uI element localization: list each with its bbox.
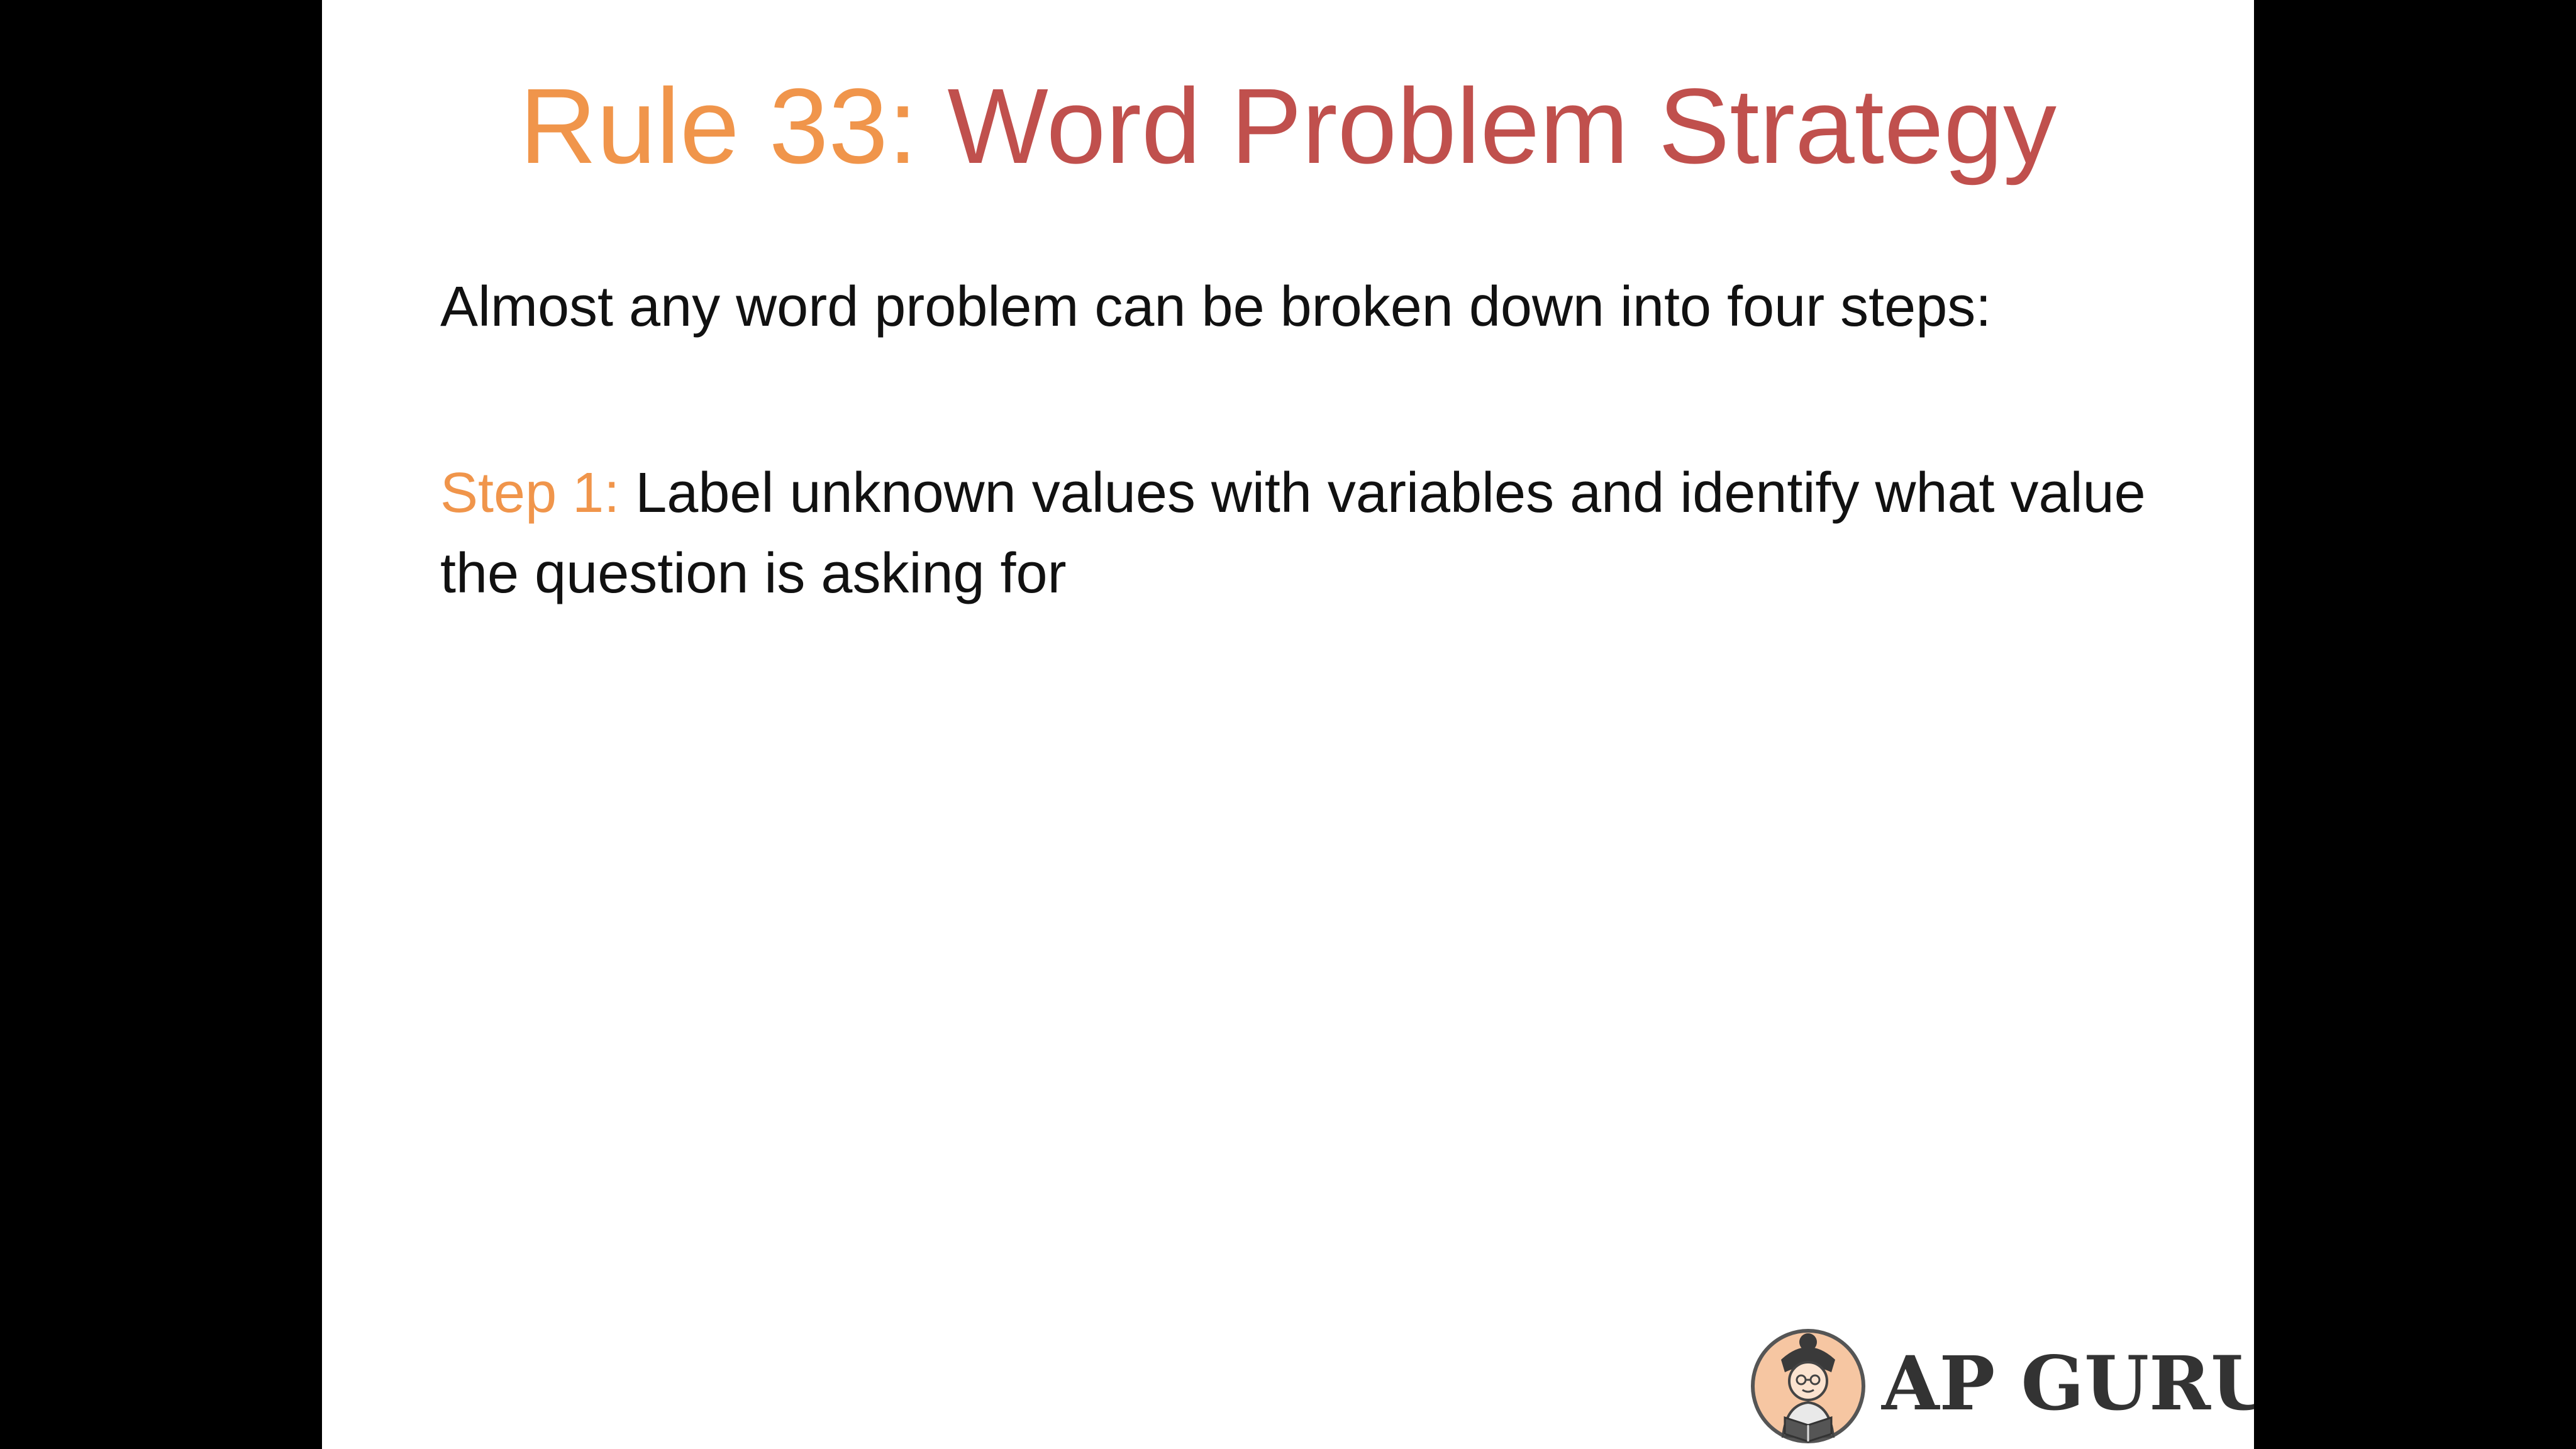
step-1-text: Label unknown values with variables and … bbox=[440, 462, 2146, 605]
step-1: Step 1: Label unknown values with variab… bbox=[440, 453, 2151, 614]
slide-title: Rule 33: Word Problem Strategy bbox=[322, 60, 2254, 192]
intro-text: Almost any word problem can be broken do… bbox=[440, 275, 1992, 338]
step-1-label: Step 1: bbox=[440, 462, 620, 525]
presentation-slide: Rule 33: Word Problem Strategy Almost an… bbox=[322, 0, 2254, 1449]
title-main-text: Word Problem Strategy bbox=[947, 67, 2057, 186]
title-rule-number: Rule 33: bbox=[519, 67, 918, 186]
logo-wordmark: AP GURU bbox=[1882, 1340, 2254, 1427]
guru-character-icon bbox=[1751, 1329, 1865, 1443]
ap-guru-logo: AP GURU bbox=[1748, 1321, 2254, 1449]
